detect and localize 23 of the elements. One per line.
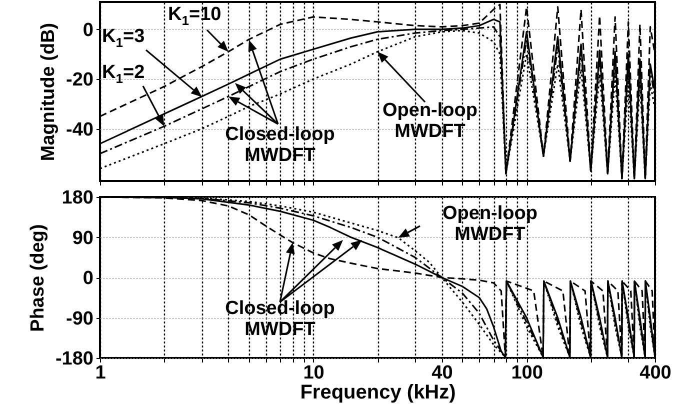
annotation: Closed-loop MWDFT	[224, 298, 336, 340]
x-tick-label: 400	[640, 362, 672, 384]
annotation: K$_{1}$=10	[168, 4, 222, 30]
annotation: K$_{1}$=3	[102, 26, 145, 52]
y-tick-label: -20	[66, 70, 94, 91]
y-tick-label: -90	[66, 308, 94, 330]
x-tick-label: 1	[95, 362, 106, 384]
annotation: K$_{1}$=2	[102, 62, 145, 88]
x-axis-title: Frequency (kHz)	[300, 382, 456, 404]
y-tick-label: 90	[72, 228, 94, 249]
y-tick-label: 180	[62, 188, 94, 208]
x-tick-label: 10	[303, 362, 324, 384]
annotation: Open-loop MWDFT	[382, 100, 478, 142]
y-axis-title: Magnitude (dB)	[38, 22, 60, 162]
y-tick-label: 0	[82, 268, 94, 289]
annotation: Closed-loop MWDFT	[224, 124, 336, 166]
x-tick-label: 100	[511, 362, 543, 384]
y-tick-label: -40	[66, 119, 94, 140]
y-axis-title: Phase (deg)	[27, 224, 48, 332]
x-tick-label: 40	[432, 362, 453, 384]
y-tick-label: 0	[82, 20, 94, 41]
y-tick-label: -180	[55, 348, 94, 370]
annotation: Open-loop MWDFT	[442, 203, 538, 245]
